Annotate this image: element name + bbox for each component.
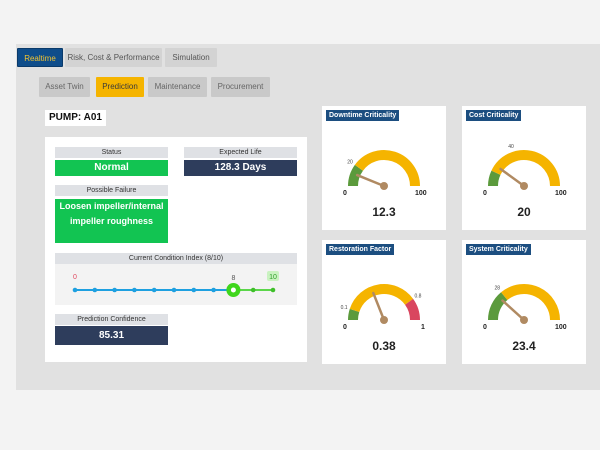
gauge-arc-segment — [491, 150, 560, 187]
subtab-maintenance[interactable]: Maintenance — [148, 77, 207, 97]
gauge-arc-segment — [348, 308, 360, 321]
gauge-threshold-label: 40 — [508, 144, 514, 150]
cost-criticality-gauge: 40 — [488, 144, 560, 190]
subtab-asset-twin[interactable]: Asset Twin — [39, 77, 90, 97]
gauge-max-label: 100 — [555, 190, 567, 197]
downtime-criticality-gauge: 20 — [347, 150, 420, 190]
condition-max-label: 10 — [269, 274, 277, 281]
gauge-card-system-criticality: System Criticality 28 0 100 23.4 — [462, 240, 586, 364]
gauge-threshold-label: 28 — [494, 286, 500, 292]
slider-tick — [72, 287, 78, 293]
gauge-arc-segment — [501, 284, 560, 321]
gauge-threshold-label: 20 — [347, 159, 353, 165]
gauge-needle-hub — [520, 316, 528, 324]
gauge-title: System Criticality — [466, 244, 531, 255]
tab-simulation[interactable]: Simulation — [165, 48, 217, 67]
slider-tick — [92, 287, 98, 293]
gauge-arc-segment — [348, 164, 364, 187]
condition-index-slider: 0 10 8 — [72, 271, 279, 297]
tab-realtime[interactable]: Realtime — [17, 48, 63, 67]
gauge-title: Downtime Criticality — [326, 110, 400, 121]
prediction-confidence-value: 85.31 — [55, 326, 168, 345]
gauge-needle — [499, 167, 526, 188]
slider-tick — [191, 287, 197, 293]
gauge-title: Restoration Factor — [326, 244, 395, 255]
gauge-needle — [372, 291, 386, 322]
gauge-min-label: 0 — [483, 324, 487, 331]
gauge-value: 23.4 — [512, 339, 536, 353]
pump-title: PUMP: A01 — [45, 110, 106, 126]
gauge-min-label: 0 — [483, 190, 487, 197]
slider-tick — [250, 287, 256, 293]
system-criticality-gauge: 28 — [488, 284, 560, 324]
slider-tick — [171, 287, 177, 293]
gauge-max-label: 1 — [421, 324, 425, 331]
gauge-min-label: 0 — [343, 190, 347, 197]
subtab-procurement[interactable]: Procurement — [211, 77, 270, 97]
condition-max-badge — [267, 271, 279, 281]
gauge-arc-segment — [404, 298, 420, 321]
gauge-arc-segment — [488, 292, 508, 321]
gauge-title: Cost Criticality — [466, 110, 522, 121]
gauge-arc-segment — [488, 170, 501, 187]
possible-failure-value: Loosen impeller/internal impeller roughn… — [55, 199, 168, 243]
gauge-needle-hub — [380, 182, 388, 190]
slider-current-marker-dot — [230, 287, 236, 293]
gauge-card-cost-criticality: Cost Criticality 40 0 100 20 — [462, 106, 586, 230]
status-value: Normal — [55, 160, 168, 176]
gauge-threshold-label: 0.1 — [341, 305, 348, 311]
prediction-confidence-label: Prediction Confidence — [55, 314, 168, 325]
gauge-value: 20 — [517, 205, 531, 219]
gauge-card-downtime-criticality: Downtime Criticality 20 0 100 12.3 — [322, 106, 446, 230]
gauge-max-label: 100 — [555, 324, 567, 331]
slider-tick — [270, 287, 276, 293]
gauge-arc-segment — [349, 284, 414, 313]
slider-tick — [211, 287, 216, 293]
slider-tick — [132, 287, 137, 293]
condition-index-label: Current Condition Index (8/10) — [55, 253, 297, 264]
expected-life-label: Expected Life — [184, 147, 297, 158]
condition-min-label: 0 — [73, 274, 77, 281]
tab-risk-cost-performance[interactable]: Risk, Cost & Performance — [65, 48, 162, 67]
status-label: Status — [55, 147, 168, 158]
subtab-prediction[interactable]: Prediction — [96, 77, 144, 97]
gauge-value: 12.3 — [372, 205, 396, 219]
gauge-needle-hub — [380, 316, 388, 324]
condition-current-label: 8 — [231, 275, 235, 282]
gauge-value: 0.38 — [372, 339, 396, 353]
gauge-needle-hub — [520, 182, 528, 190]
restoration-factor-gauge: 0.1 0.8 — [341, 284, 422, 324]
gauge-threshold-label: 0.8 — [415, 293, 422, 299]
slider-tick — [112, 287, 117, 293]
gauge-needle — [355, 173, 386, 188]
slider-tick — [151, 287, 157, 293]
expected-life-value: 128.3 Days — [184, 160, 297, 176]
gauge-min-label: 0 — [343, 324, 347, 331]
gauge-arc-segment — [354, 150, 420, 187]
gauge-needle — [501, 299, 526, 322]
gauge-card-restoration-factor: Restoration Factor 0.1 0.8 0 1 0.38 — [322, 240, 446, 364]
possible-failure-label: Possible Failure — [55, 185, 168, 196]
gauge-max-label: 100 — [415, 190, 427, 197]
